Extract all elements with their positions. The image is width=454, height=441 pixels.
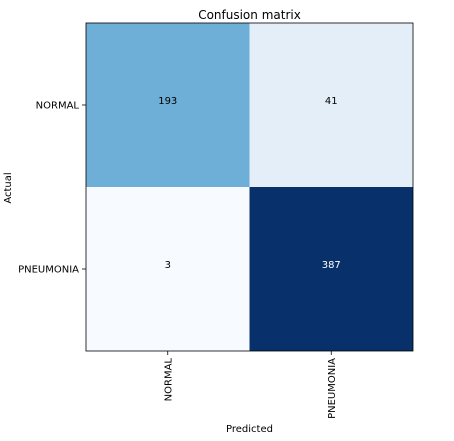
heatmap-cells [86,23,413,351]
x-tick-label-pneumonia: PNEUMONIA [327,358,338,419]
y-axis-label: Actual [3,172,14,203]
y-tick-label-pneumonia: PNEUMONIA [18,265,79,276]
y-tick-label-normal: NORMAL [36,101,80,112]
cell-value-pneumonia-normal: 3 [165,260,171,271]
cell-value-pneumonia-pneumonia: 387 [322,260,341,271]
x-axis-ticks: NORMAL PNEUMONIA [163,351,338,419]
cell-value-normal-pneumonia: 41 [325,96,338,107]
x-axis-label: Predicted [226,424,273,435]
chart-title: Confusion matrix [198,8,301,22]
x-tick-label-normal: NORMAL [163,358,174,402]
cell-value-normal-normal: 193 [158,96,177,107]
y-axis-ticks: NORMAL PNEUMONIA [18,101,86,276]
